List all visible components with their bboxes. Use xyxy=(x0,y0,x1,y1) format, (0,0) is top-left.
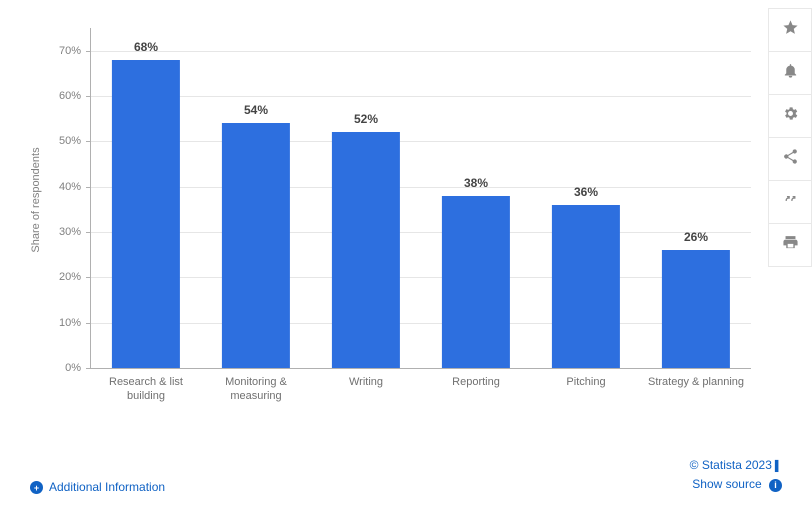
bar-slot: 54%Monitoring & measuring xyxy=(201,28,311,368)
bar-value-label: 68% xyxy=(134,40,158,54)
toolbar xyxy=(768,8,812,267)
bar-value-label: 38% xyxy=(464,176,488,190)
flag-icon: ▌ xyxy=(775,461,782,472)
y-tick-label: 20% xyxy=(59,271,91,283)
bar-value-label: 54% xyxy=(244,103,268,117)
favorite-icon xyxy=(782,19,799,41)
favorite-button[interactable] xyxy=(768,8,812,52)
x-axis-label: Monitoring & measuring xyxy=(203,376,309,404)
bar-slot: 68%Research & list building xyxy=(91,28,201,368)
share-button[interactable] xyxy=(768,138,812,181)
notify-button[interactable] xyxy=(768,52,812,95)
x-axis-label: Research & list building xyxy=(93,376,199,404)
info-icon: i xyxy=(769,479,782,492)
bar-slot: 38%Reporting xyxy=(421,28,531,368)
bar[interactable]: 52% xyxy=(332,132,400,368)
additional-info-label: Additional Information xyxy=(49,480,165,494)
plot-area: 0%10%20%30%40%50%60%70%68%Research & lis… xyxy=(90,28,751,369)
bar[interactable]: 38% xyxy=(442,196,510,368)
bar-value-label: 36% xyxy=(574,185,598,199)
show-source-label: Show source xyxy=(692,477,761,491)
print-button[interactable] xyxy=(768,224,812,267)
x-axis-label: Reporting xyxy=(423,376,529,390)
y-tick-label: 50% xyxy=(59,135,91,147)
bar[interactable]: 68% xyxy=(112,60,180,368)
bar-slot: 36%Pitching xyxy=(531,28,641,368)
share-icon xyxy=(782,148,799,170)
x-axis-label: Strategy & planning xyxy=(643,376,749,390)
copyright-text: © Statista 2023▌ xyxy=(690,456,782,475)
x-axis-label: Pitching xyxy=(533,376,639,390)
y-tick-label: 0% xyxy=(65,362,91,374)
y-axis-title: Share of respondents xyxy=(30,147,42,252)
settings-icon xyxy=(782,105,799,127)
x-axis-label: Writing xyxy=(313,376,419,390)
y-tick-label: 70% xyxy=(59,45,91,57)
info-icon: + xyxy=(30,481,43,494)
cite-button[interactable] xyxy=(768,181,812,224)
bar-value-label: 52% xyxy=(354,112,378,126)
bar[interactable]: 26% xyxy=(662,250,730,368)
chart-frame: Share of respondents 0%10%20%30%40%50%60… xyxy=(0,0,812,506)
additional-info-link[interactable]: + Additional Information xyxy=(30,480,165,495)
y-tick-label: 30% xyxy=(59,226,91,238)
bar-value-label: 26% xyxy=(684,230,708,244)
footer-right: © Statista 2023▌ Show source i xyxy=(690,456,782,494)
notify-icon xyxy=(782,62,799,84)
bar[interactable]: 54% xyxy=(222,123,290,368)
y-tick-label: 10% xyxy=(59,317,91,329)
print-icon xyxy=(782,234,799,256)
show-source-link[interactable]: Show source i xyxy=(690,475,782,494)
footer: + Additional Information © Statista 2023▌… xyxy=(30,456,782,494)
bar[interactable]: 36% xyxy=(552,205,620,368)
bar-slot: 52%Writing xyxy=(311,28,421,368)
settings-button[interactable] xyxy=(768,95,812,138)
cite-icon xyxy=(782,191,799,213)
bar-slot: 26%Strategy & planning xyxy=(641,28,751,368)
y-tick-label: 40% xyxy=(59,181,91,193)
y-tick-label: 60% xyxy=(59,90,91,102)
